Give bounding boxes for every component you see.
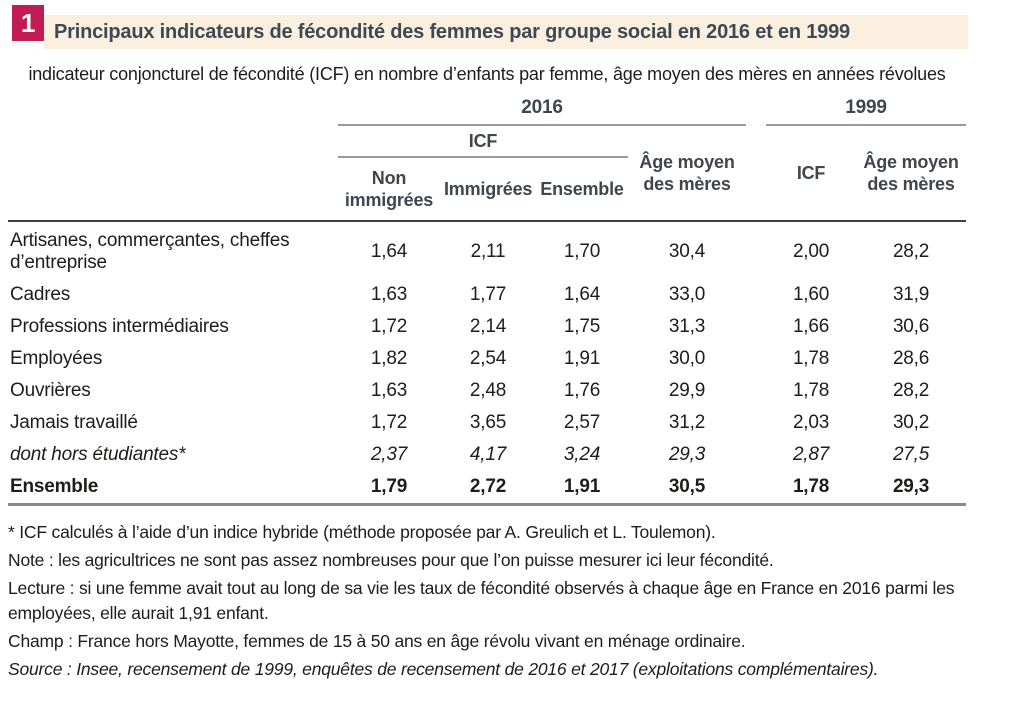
table-row-cadres: Cadres 1,63 1,77 1,64 33,0 1,60 31,9: [8, 279, 966, 311]
table-cell: 2,00: [792, 241, 830, 262]
table-cell: 1,91: [536, 471, 628, 506]
table-cell: 28,2: [892, 380, 930, 401]
table-cell: 2,72: [440, 471, 536, 506]
row-label: Professions intermédiaires: [10, 316, 229, 337]
table-cell: 1,63: [370, 380, 408, 401]
figure-number-badge: 1: [12, 5, 44, 41]
table-cell: 31,9: [892, 284, 930, 305]
table-cell: 30,2: [892, 412, 930, 433]
row-label: dont hors étudiantes*: [10, 444, 186, 465]
row-label-header-blank: [8, 95, 338, 222]
table-cell: 2,37: [370, 444, 408, 465]
table-cell: 1,66: [792, 316, 830, 337]
table-header-columns-row: Non immigrées Immigrées Ensemble: [8, 157, 966, 222]
footnote-source: Source : Insee, recensement de 1999, enq…: [8, 659, 879, 679]
footnotes: * ICF calculés à l’aide d’un indice hybr…: [8, 520, 960, 682]
col-header-ensemble: Ensemble: [536, 157, 628, 222]
table-cell: 1,82: [370, 348, 408, 369]
row-label: Ensemble: [8, 471, 338, 506]
table-cell: 1,75: [563, 316, 601, 337]
table-cell: 1,63: [370, 284, 408, 305]
table-cell: 1,60: [792, 284, 830, 305]
title-strip: Principaux indicateurs de fécondité des …: [44, 15, 968, 49]
table-cell: 3,65: [469, 412, 507, 433]
table-cell: 1,64: [563, 284, 601, 305]
table-row-employees: Employées 1,82 2,54 1,91 30,0 1,78 28,6: [8, 343, 966, 375]
col-header-icf-1999: ICF: [766, 125, 857, 222]
table-cell: 1,64: [370, 241, 408, 262]
table-row-professions-intermediaires: Professions intermédiaires 1,72 2,14 1,7…: [8, 311, 966, 343]
table-cell: 30,5: [628, 471, 747, 506]
row-label: Ouvrières: [10, 380, 91, 401]
table-cell: 1,78: [792, 348, 830, 369]
figure-subtitle: indicateur conjoncturel de fécondité (IC…: [28, 64, 946, 84]
table-cell: 1,76: [563, 380, 601, 401]
table-cell: 30,4: [668, 241, 706, 262]
table-cell: 28,2: [892, 241, 930, 262]
table-header-icf-row: ICF Âge moyen des mères ICF Âge moyen de…: [8, 125, 967, 222]
table-cell: 33,0: [668, 284, 706, 305]
table-cell: 29,3: [668, 444, 706, 465]
table-row-ensemble-total: Ensemble 1,79 2,72 1,91 30,5 1,78 29,3: [8, 471, 967, 506]
table-cell: 30,6: [892, 316, 930, 337]
col-header-age-2016: Âge moyen des mères: [628, 125, 747, 222]
col-header-age-1999: Âge moyen des mères: [856, 125, 967, 222]
footnote-asterisk: * ICF calculés à l’aide d’un indice hybr…: [8, 522, 716, 542]
table-cell: 30,0: [668, 348, 706, 369]
table-cell: 1,91: [563, 348, 601, 369]
row-label: Artisanes, commerçantes, cheffes d’entre…: [10, 230, 290, 273]
row-label: Cadres: [10, 284, 71, 305]
col-header-immigrees: Immigrées: [440, 157, 536, 222]
table-cell: 31,2: [668, 412, 706, 433]
footnote-champ: Champ : France hors Mayotte, femmes de 1…: [8, 631, 746, 651]
table-cell: 28,6: [892, 348, 930, 369]
table-cell: 1,78: [792, 380, 830, 401]
table-cell: 2,57: [563, 412, 601, 433]
row-label: Jamais travaillé: [10, 412, 138, 433]
year-header-2016: 2016: [338, 95, 747, 126]
table-cell: 29,9: [668, 380, 706, 401]
table-cell: 1,79: [338, 471, 440, 506]
row-label: Employées: [10, 348, 103, 369]
table-row-ouvrieres: Ouvrières 1,63 2,48 1,76 29,9 1,78 28,2: [8, 375, 966, 407]
table-cell: 2,03: [792, 412, 830, 433]
footnote-lecture: Lecture : si une femme avait tout au lon…: [8, 578, 955, 623]
fertility-table: 2016 1999 ICF Âge moyen des mères ICF Âg…: [8, 95, 967, 506]
table-cell: 1,78: [766, 471, 857, 506]
table-cell: 1,72: [370, 412, 408, 433]
table-cell: 31,3: [668, 316, 706, 337]
footnote-note: Note : les agricultrices ne sont pas ass…: [8, 550, 774, 570]
table-cell: 4,17: [469, 444, 507, 465]
table-cell: 2,48: [469, 380, 507, 401]
table-cell: 1,70: [563, 241, 601, 262]
table-row-dont-hors-etudiantes: dont hors étudiantes* 2,37 4,17 3,24 29,…: [8, 439, 966, 471]
icf-group-header: ICF: [338, 125, 628, 158]
table-cell: 3,24: [563, 444, 601, 465]
table-header-years-row: 2016 1999: [8, 95, 967, 222]
figure-header: 1 Principaux indicateurs de fécondité de…: [0, 0, 1022, 52]
column-gap: [746, 95, 767, 222]
table-cell: 29,3: [856, 471, 967, 506]
table-cell: 1,77: [469, 284, 507, 305]
table-cell: 1,72: [370, 316, 408, 337]
col-header-non-immigrees: Non immigrées: [338, 157, 440, 222]
table-row-artisanes: Artisanes, commerçantes, cheffes d’entre…: [8, 221, 966, 279]
table-cell: 2,14: [469, 316, 507, 337]
figure-title: Principaux indicateurs de fécondité des …: [54, 20, 850, 43]
table-cell: 2,54: [469, 348, 507, 369]
table-cell: 2,87: [792, 444, 830, 465]
table-row-jamais-travaille: Jamais travaillé 1,72 3,65 2,57 31,2 2,0…: [8, 407, 966, 439]
table-cell: 27,5: [892, 444, 930, 465]
table-cell: 2,11: [470, 241, 506, 262]
year-header-1999: 1999: [766, 95, 967, 126]
